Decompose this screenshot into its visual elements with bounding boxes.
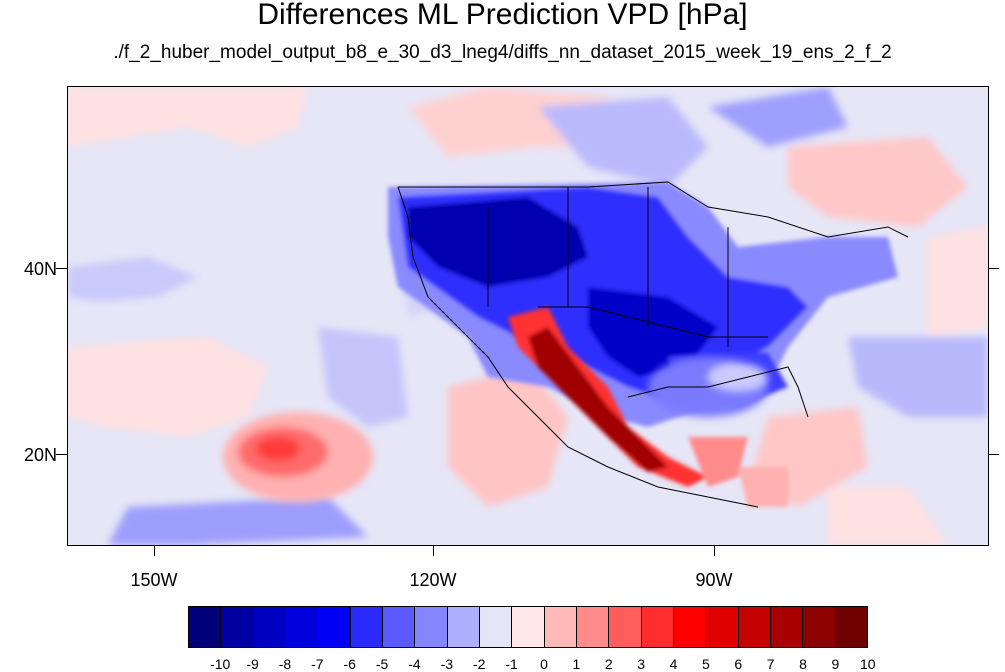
- colorbar-bin-13: [609, 607, 642, 647]
- lon-label-120w: 120W: [409, 570, 457, 590]
- colorbar-label: -10: [210, 656, 231, 672]
- colorbar-bin-16: [706, 607, 739, 647]
- colorbar-label: 8: [799, 656, 807, 672]
- colorbar-label: -4: [408, 656, 421, 672]
- colorbar-label: -3: [440, 656, 454, 672]
- lat-label-20n: 20N: [24, 445, 58, 465]
- colorbar-label: 5: [701, 656, 710, 672]
- colorbar-bin-9: [479, 607, 513, 647]
- map-field: [68, 87, 988, 545]
- colorbar-label: 10: [860, 656, 876, 672]
- lon-tick-120w: [433, 545, 434, 556]
- chart-subtitle: ./f_2_huber_model_output_b8_e_30_d3_lneg…: [113, 42, 892, 63]
- lon-label-150w: 150W: [130, 570, 178, 590]
- lon-tick-150w: [154, 545, 155, 556]
- colorbar-label: 7: [766, 656, 775, 672]
- colorbar-bin-20: [835, 607, 867, 647]
- colorbar-bin-7: [415, 607, 448, 647]
- us-negative-anomaly: [388, 182, 898, 427]
- lon-label-90w: 90W: [695, 570, 733, 590]
- colorbar-label: 2: [604, 656, 613, 672]
- colorbar-bin-12: [576, 607, 610, 647]
- pacific-warm-anomaly: [223, 412, 373, 502]
- lat-tick-20n-right: [988, 454, 999, 455]
- map-panel: [67, 86, 989, 546]
- colorbar-bin-1: [221, 607, 254, 647]
- chart-title: Differences ML Prediction VPD [hPa]: [257, 0, 748, 31]
- colorbar-bin-0: [189, 607, 222, 647]
- colorbar-bin-19: [803, 607, 836, 647]
- colorbar-label: -7: [311, 656, 324, 672]
- colorbar-bin-17: [738, 607, 771, 647]
- colorbar-bin-8: [447, 607, 480, 647]
- colorbar-bin-10: [512, 607, 545, 647]
- lat-label-40n: 40N: [24, 259, 58, 279]
- colorbar-label: 0: [540, 656, 548, 672]
- colorbar-label: -9: [246, 656, 259, 672]
- colorbar-bin-18: [770, 607, 804, 647]
- colorbar-label: -8: [278, 656, 292, 672]
- lon-tick-90w: [714, 545, 715, 556]
- colorbar-label: 3: [637, 656, 646, 672]
- colorbar-bin-6: [382, 607, 416, 647]
- colorbar-bin-15: [673, 607, 707, 647]
- colorbar: [188, 606, 868, 648]
- colorbar-bin-4: [318, 607, 351, 647]
- colorbar-label: -2: [473, 656, 486, 672]
- colorbar-bin-5: [350, 607, 383, 647]
- colorbar-label: -5: [375, 656, 389, 672]
- colorbar-bin-2: [253, 607, 286, 647]
- coastlines: [397, 181, 909, 508]
- colorbar-label: -1: [505, 656, 518, 672]
- colorbar-bin-11: [544, 607, 577, 647]
- colorbar-bin-14: [641, 607, 674, 647]
- colorbar-label: -6: [343, 656, 356, 672]
- colorbar-label: 9: [831, 656, 840, 672]
- colorbar-label: 1: [572, 656, 581, 672]
- colorbar-bin-3: [285, 607, 319, 647]
- colorbar-label: 6: [734, 656, 743, 672]
- colorbar-label: 4: [669, 656, 678, 672]
- lat-tick-20n-left: [56, 454, 67, 455]
- lat-tick-40n-left: [56, 268, 67, 269]
- lat-tick-40n-right: [988, 268, 999, 269]
- mexico-positive-anomaly: [508, 307, 788, 507]
